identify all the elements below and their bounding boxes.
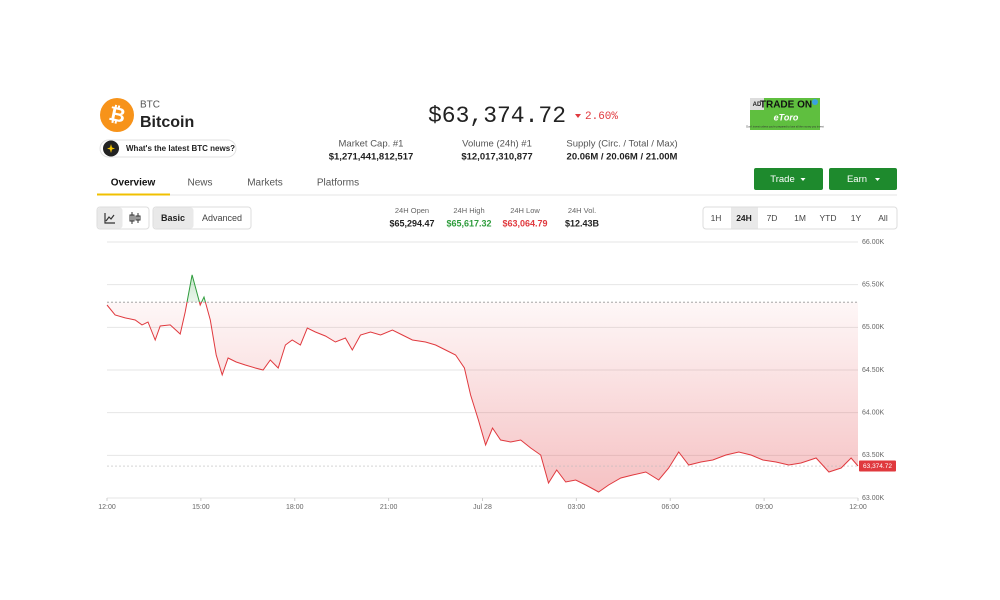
day-stat-value: $65,617.32 [446, 218, 491, 228]
tab[interactable]: Platforms [317, 178, 359, 189]
x-tick-label: 06:00 [661, 504, 679, 511]
x-tick-label: 15:00 [192, 504, 210, 511]
view-option[interactable]: Basic [161, 213, 185, 223]
ad-brand: eToro [774, 112, 799, 122]
y-tick-label: 65.50K [862, 282, 885, 289]
news-pill[interactable] [99, 139, 237, 158]
y-tick-label: 63.50K [862, 452, 885, 459]
range-option[interactable]: YTD [820, 213, 837, 223]
ranges: 1H 24H 7D 1M YTD 1Y All [711, 213, 888, 223]
range-option[interactable]: 1M [794, 213, 806, 223]
day-stat-label: 24H Open [395, 206, 429, 215]
tab[interactable]: Markets [247, 178, 283, 189]
y-tick-label: 64.50K [862, 367, 885, 374]
action-button-label: Earn [847, 174, 867, 185]
action-button[interactable] [754, 168, 823, 190]
range-option[interactable]: 1H [711, 213, 722, 223]
candle-icon[interactable] [129, 212, 141, 224]
action-button[interactable] [829, 168, 897, 190]
symbol: BTC [140, 100, 160, 111]
stat-value: $1,271,441,812,517 [329, 152, 414, 163]
stat-label: Market Cap. #1 [339, 139, 404, 150]
range-option[interactable]: 24H [736, 213, 752, 223]
stat-label: Volume (24h) #1 [462, 139, 532, 150]
day-stat-value: $65,294.47 [389, 218, 434, 228]
views: Basic Advanced [161, 213, 242, 223]
tab[interactable]: News [187, 178, 212, 189]
x-tick-label: 12:00 [849, 504, 867, 511]
view-active [153, 207, 194, 229]
price-chart: 63.00K 63.50K 64.00K 64.50K 65.00K 65.50K 66.0… [98, 239, 896, 511]
last-price-label: 63,374.72 [863, 463, 892, 470]
range-option[interactable]: 1Y [851, 213, 862, 223]
ad-badge: AD [753, 102, 762, 108]
stat-label: Supply (Circ. / Total / Max) [566, 139, 677, 150]
tabs: Overview News Markets Platforms [111, 178, 359, 189]
buttons: Trade Earn [754, 168, 897, 190]
x-tick-label: 12:00 [98, 504, 116, 511]
stat-value: 20.06M / 20.06M / 21.00M [567, 152, 678, 163]
caret [800, 178, 806, 181]
stats: Market Cap. #1 $1,271,441,812,517 Volume (… [329, 139, 678, 163]
day-stat-value: $63,064.79 [502, 218, 547, 228]
logo [100, 98, 134, 132]
sparkle [107, 144, 115, 153]
x-tick-label: 21:00 [380, 504, 398, 511]
x-tick-label: 18:00 [286, 504, 304, 511]
x-tick-label: 03:00 [568, 504, 586, 511]
stat-value: $12,017,310,877 [461, 152, 532, 163]
range-option[interactable]: All [878, 213, 888, 223]
range-active [731, 207, 758, 229]
coin-name: Bitcoin [140, 114, 194, 131]
ad-info[interactable] [812, 99, 818, 105]
x-tick-label: 09:00 [755, 504, 773, 511]
y-tick-label: 65.00K [862, 324, 885, 331]
logo-symbol: ₿ [107, 103, 128, 128]
day-stat-label: 24H High [453, 206, 484, 215]
line-icon [104, 213, 115, 224]
ad-headline: TRADE ON [760, 100, 812, 111]
news-prompt[interactable]: What's the latest BTC news? [126, 144, 235, 153]
day-stats: 24H Open $65,294.47 24H High $65,617.32 24H … [389, 206, 599, 228]
day-stat-value: $12.43B [565, 218, 600, 228]
price-line [106, 274, 859, 493]
day-stat-label: 24H Low [510, 206, 540, 215]
caret [875, 178, 880, 181]
down-arrow [575, 114, 581, 118]
view-option[interactable]: Advanced [202, 213, 242, 223]
last-price-tag [859, 460, 896, 472]
ad-fine-print: Don't invest unless you're prepared to l… [746, 125, 824, 129]
y-tick-label: 66.00K [862, 239, 885, 246]
ad-badge-box [750, 98, 764, 110]
action-button-label: Trade [770, 174, 794, 185]
x-tick-label: Jul 28 [473, 504, 492, 511]
day-stat-label: 24H Vol. [568, 206, 596, 215]
change: 2.60% [585, 111, 618, 123]
price-area [107, 274, 858, 492]
y-tick-label: 64.00K [862, 410, 885, 417]
range-option[interactable]: 7D [767, 213, 778, 223]
price: $63,374.72 [428, 103, 566, 129]
tab[interactable]: Overview [111, 178, 156, 189]
y-tick-label: 63.00K [862, 495, 885, 502]
